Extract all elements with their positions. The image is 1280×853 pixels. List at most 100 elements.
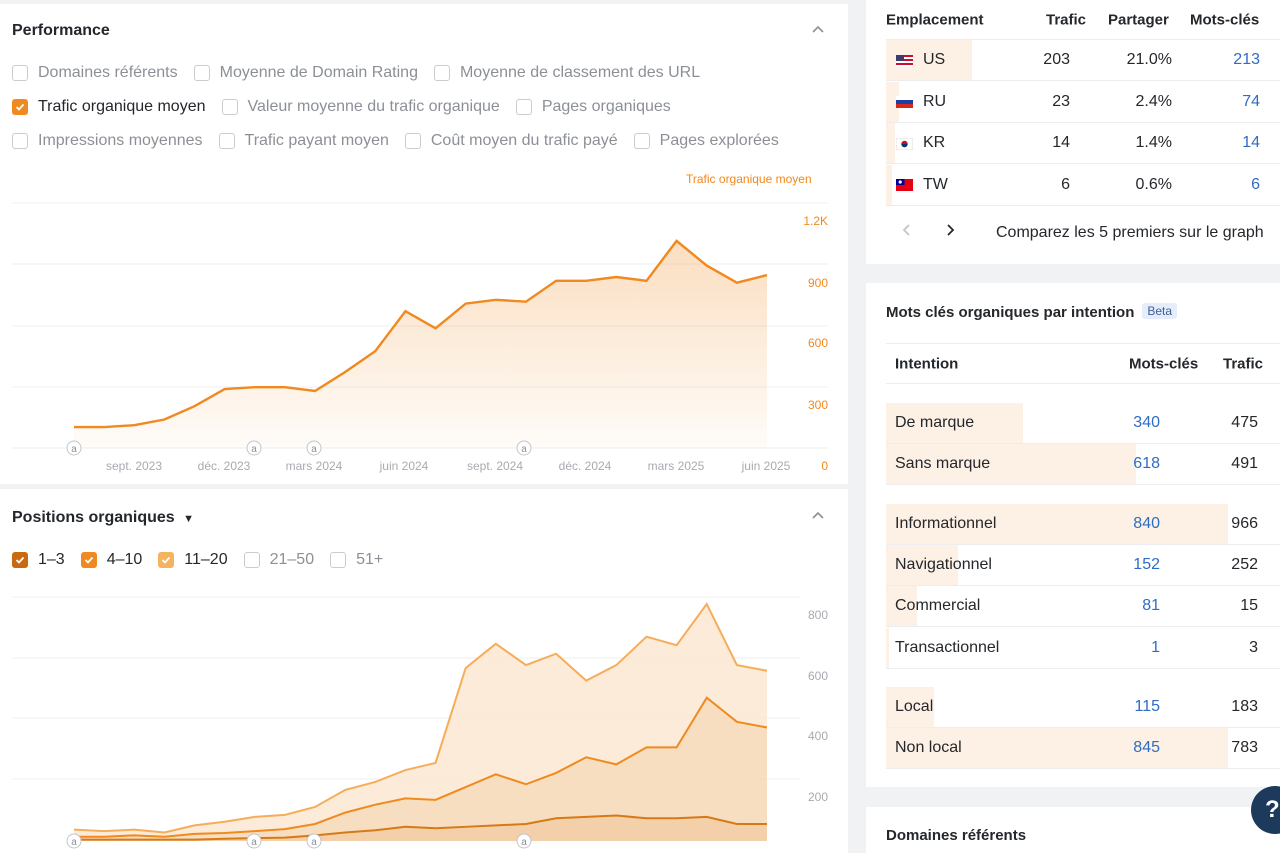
- annotation-marker[interactable]: a: [66, 440, 82, 456]
- positions-collapse-button[interactable]: [810, 508, 826, 524]
- intent-keywords-link[interactable]: 152: [1133, 555, 1160, 573]
- intent-bar: [886, 686, 934, 727]
- location-row[interactable]: RU 23 2.4% 74: [886, 81, 1280, 123]
- share-bar: [886, 164, 893, 205]
- locations-header: Emplacement Trafic Partager Mots-clés: [886, 0, 1280, 40]
- metric-checkbox[interactable]: Impressions moyennes: [12, 132, 203, 150]
- keywords-link[interactable]: 74: [1242, 92, 1260, 110]
- intent-bar: [886, 728, 1228, 769]
- intent-keywords-link[interactable]: 340: [1133, 414, 1160, 431]
- intent-row[interactable]: Non local 845 783: [886, 728, 1280, 770]
- metric-checkbox[interactable]: Domaines référents: [12, 64, 178, 82]
- keywords-link[interactable]: 14: [1242, 134, 1260, 151]
- chevron-up-icon: [812, 511, 824, 519]
- location-cell: KR: [895, 134, 946, 152]
- intent-traffic: 252: [1231, 555, 1258, 573]
- series-area: [74, 240, 767, 448]
- location-row[interactable]: TW 6 0.6% 6: [886, 164, 1280, 206]
- metric-checkbox[interactable]: Trafic organique moyen: [12, 98, 206, 116]
- metric-row-3: Impressions moyennes Trafic payant moyen C…: [12, 132, 795, 150]
- intent-row[interactable]: Informationnel 840 966: [886, 503, 1280, 545]
- metric-checkbox[interactable]: Coût moyen du trafic payé: [404, 132, 618, 150]
- intent-label: Transactionnel: [895, 638, 1000, 656]
- intent-bar: [886, 444, 1136, 485]
- performance-collapse-button[interactable]: [810, 22, 826, 38]
- traffic-value: 14: [1052, 134, 1070, 151]
- metric-label: Moyenne de Domain Rating: [219, 64, 418, 81]
- checkbox-box: [330, 552, 347, 568]
- range-checkbox[interactable]: 11–20: [158, 551, 228, 569]
- series-area: [74, 697, 767, 840]
- y-tick-label: 300: [808, 398, 828, 412]
- checkbox-box: [12, 133, 28, 149]
- range-checkbox[interactable]: 21–50: [243, 551, 314, 569]
- metric-label: Trafic payant moyen: [244, 132, 389, 149]
- location-cell: RU: [896, 93, 946, 111]
- intent-row[interactable]: Navigationnel 152 252: [886, 544, 1280, 586]
- prev-page-button[interactable]: [900, 222, 914, 243]
- check-icon: [162, 556, 171, 564]
- help-button[interactable]: ?: [1251, 786, 1280, 834]
- metric-checkbox[interactable]: Valeur moyenne du trafic organique: [221, 98, 500, 116]
- checkbox-box: [12, 552, 28, 568]
- traffic-value: 203: [1043, 51, 1070, 68]
- annotation-marker[interactable]: a: [306, 833, 322, 849]
- intent-keywords-link[interactable]: 845: [1133, 739, 1160, 757]
- annotation-marker[interactable]: a: [246, 440, 262, 456]
- checkbox-box: [12, 99, 28, 115]
- annotation-marker[interactable]: a: [516, 833, 532, 849]
- intent-row[interactable]: Commercial 81 15: [886, 586, 1280, 628]
- annotation-marker[interactable]: a: [516, 440, 532, 456]
- chevron-left-icon: [902, 224, 910, 236]
- keywords-link[interactable]: 213: [1233, 51, 1260, 68]
- keywords-link[interactable]: 6: [1251, 175, 1260, 193]
- flag-kr-icon: [895, 137, 914, 151]
- location-row[interactable]: KR 14 1.4% 14: [886, 123, 1280, 164]
- annotation-marker[interactable]: a: [246, 833, 262, 849]
- flag-ru-icon: [896, 95, 913, 109]
- metric-checkbox[interactable]: Pages organiques: [515, 98, 671, 116]
- y-tick-label: 600: [808, 336, 828, 350]
- range-checkbox[interactable]: 1–3: [12, 551, 65, 569]
- next-page-button[interactable]: [943, 222, 957, 243]
- metric-checkbox[interactable]: Moyenne de classement des URL: [433, 64, 700, 82]
- metric-label: Pages organiques: [541, 98, 671, 115]
- intent-row[interactable]: De marque 340 475: [886, 403, 1280, 444]
- metric-checkbox[interactable]: Pages explorées: [633, 132, 779, 150]
- location-row[interactable]: US 203 21.0% 213: [886, 40, 1280, 81]
- intent-bar: [886, 403, 1023, 443]
- col-intent-traffic: Trafic: [1223, 355, 1264, 372]
- intent-keywords-link[interactable]: 81: [1142, 597, 1160, 615]
- annotation-marker[interactable]: a: [306, 440, 322, 456]
- x-tick-label: mars 2024: [286, 459, 343, 473]
- positions-title-dropdown[interactable]: Positions organiques ▼: [12, 509, 194, 527]
- checkbox-box: [193, 65, 210, 81]
- annotation-marker[interactable]: a: [66, 833, 82, 849]
- svg-text:a: a: [521, 444, 527, 455]
- intent-row[interactable]: Local 115 183: [886, 686, 1280, 728]
- checkbox-box: [243, 552, 260, 568]
- metric-checkbox[interactable]: Trafic payant moyen: [218, 132, 389, 150]
- performance-chart: 0 300 600 900 1.2K sept. 2023 déc. 2023 mars 20…: [12, 202, 828, 473]
- intent-keywords-link[interactable]: 1: [1151, 638, 1160, 656]
- location-code: KR: [923, 134, 946, 151]
- share-value: 1.4%: [1135, 134, 1172, 151]
- intent-row[interactable]: Transactionnel 1 3: [886, 627, 1280, 669]
- metric-checkbox[interactable]: Moyenne de Domain Rating: [193, 64, 418, 82]
- intent-keywords-link[interactable]: 115: [1134, 697, 1160, 715]
- y-tick-label: 0: [821, 459, 828, 473]
- intent-keywords-link[interactable]: 840: [1133, 514, 1160, 532]
- range-checkbox[interactable]: 4–10: [80, 551, 142, 569]
- share-value: 0.6%: [1135, 175, 1172, 193]
- metric-label: Valeur moyenne du trafic organique: [247, 98, 500, 115]
- intent-row[interactable]: Sans marque 618 491: [886, 444, 1280, 486]
- compare-top5-link[interactable]: Comparez les 5 premiers sur le graph: [996, 224, 1264, 241]
- intent-keywords-link[interactable]: 618: [1133, 455, 1160, 473]
- x-tick-label: juin 2025: [741, 459, 791, 473]
- metric-label: Domaines référents: [38, 64, 178, 81]
- intent-label: Local: [895, 697, 934, 715]
- positions-title: Positions organiques: [12, 509, 175, 526]
- intent-bar: [886, 627, 890, 668]
- range-checkbox[interactable]: 51+: [330, 551, 383, 569]
- svg-text:a: a: [251, 837, 257, 848]
